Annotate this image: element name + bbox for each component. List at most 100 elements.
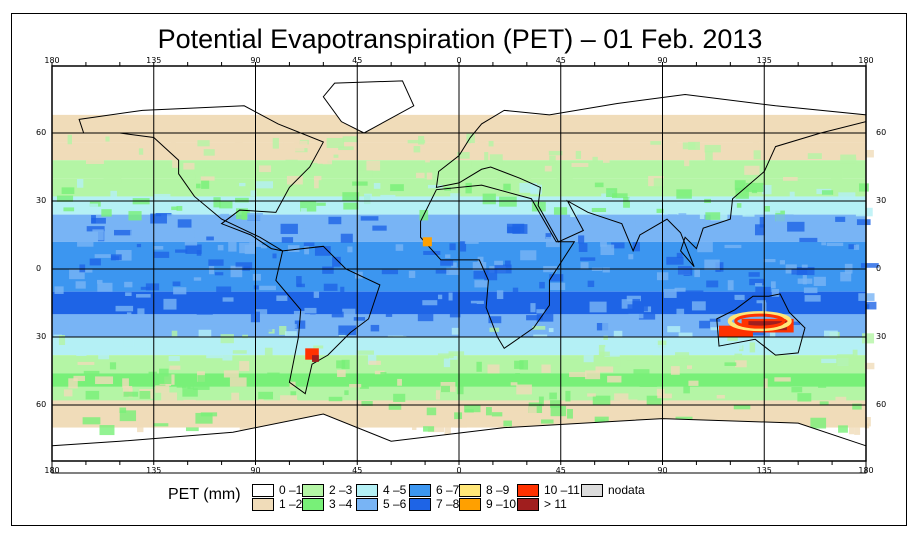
pet-cell <box>426 407 437 416</box>
pet-cell <box>362 297 372 305</box>
pet-cell <box>678 213 687 217</box>
pet-cell <box>801 378 809 386</box>
legend-label: 4 –5 <box>383 483 407 497</box>
pet-cell <box>258 398 264 408</box>
pet-cell <box>148 371 157 376</box>
pet-cell <box>496 166 504 173</box>
pet-cell <box>734 180 746 191</box>
pet-cell <box>147 298 152 308</box>
pet-cell <box>173 168 179 177</box>
pet-cell <box>161 392 178 402</box>
lat-label-left: 60 <box>36 400 47 409</box>
pet-cell <box>79 269 93 273</box>
pet-cell <box>818 383 827 388</box>
pet-cell <box>477 256 484 263</box>
lat-label-left: 0 <box>36 264 42 273</box>
pet-cell <box>97 282 113 292</box>
pet-cell <box>460 241 467 252</box>
pet-cell <box>260 245 267 249</box>
pet-cell <box>185 244 202 254</box>
pet-cell <box>370 206 386 214</box>
pet-cell <box>799 237 818 243</box>
pet-cell <box>128 148 136 154</box>
pet-cell <box>629 323 644 327</box>
pet-cell <box>297 404 310 414</box>
pet-cell <box>343 202 359 210</box>
pet-cell <box>646 216 660 220</box>
pet-cell <box>578 235 585 244</box>
lon-label-top: 135 <box>756 56 772 65</box>
pet-cell <box>356 350 374 355</box>
pet-cell <box>410 405 428 413</box>
pet-cell <box>177 219 192 228</box>
pet-cell <box>451 327 459 335</box>
pet-cell <box>137 308 145 315</box>
pet-cell <box>56 195 74 202</box>
pet-cell <box>646 395 662 405</box>
pet-cell <box>219 201 233 209</box>
pet-cell <box>332 256 341 267</box>
pet-cell <box>344 390 349 396</box>
pet-cell <box>440 259 454 266</box>
pet-cell <box>328 396 343 402</box>
pet-cell <box>674 287 686 292</box>
pet-cell <box>86 159 104 165</box>
pet-cell <box>704 144 721 153</box>
lon-label-top: 45 <box>555 56 566 65</box>
pet-cell <box>280 223 298 234</box>
pet-cell <box>810 417 827 429</box>
pet-cell <box>791 387 803 393</box>
pet-cell <box>464 234 479 244</box>
pet-cell <box>242 334 248 339</box>
coastline-south-america <box>275 245 381 395</box>
pet-cell <box>94 254 111 258</box>
pet-cell <box>440 385 450 393</box>
pet-cell <box>333 154 339 158</box>
legend-label: 3 –4 <box>329 497 353 511</box>
pet-cell <box>697 241 713 253</box>
lon-label-top: 180 <box>858 56 874 65</box>
pet-cell <box>299 140 308 145</box>
pet-cell <box>285 159 298 168</box>
pet-cell <box>744 165 760 175</box>
pet-cell <box>338 146 354 151</box>
pet-cell <box>848 244 856 250</box>
pet-cell <box>171 330 178 337</box>
legend-label: nodata <box>608 483 645 497</box>
pet-cell <box>727 340 743 350</box>
pet-cell <box>312 157 319 164</box>
pet-cell <box>464 409 474 413</box>
pet-cell <box>676 252 683 258</box>
pet-cell <box>337 369 346 378</box>
pet-cell <box>670 366 680 375</box>
pet-cell <box>276 295 288 301</box>
pet-cell <box>342 308 356 319</box>
pet-cell <box>484 152 489 163</box>
pet-cell <box>294 320 306 329</box>
legend-label: > 11 <box>544 497 567 511</box>
pet-cell <box>763 378 768 389</box>
lon-label-bottom: 90 <box>657 466 668 475</box>
pet-cell <box>86 226 105 232</box>
pet-cell <box>541 364 551 373</box>
pet-cell <box>239 361 250 372</box>
pet-cell <box>530 303 536 313</box>
pet-cell <box>395 244 404 251</box>
lon-label-top: 90 <box>657 56 668 65</box>
pet-cell <box>373 183 381 189</box>
pet-cell <box>61 187 75 195</box>
pet-cell <box>57 321 70 329</box>
pet-cell <box>214 272 224 276</box>
pet-cell <box>425 154 430 163</box>
pet-cell <box>519 182 537 193</box>
pet-cell <box>136 243 142 248</box>
pet-cell <box>153 251 170 258</box>
pet-cell <box>773 305 785 314</box>
pet-cell <box>206 353 223 359</box>
pet-cell <box>366 160 381 171</box>
pet-cell <box>175 249 188 253</box>
pet-cell <box>520 250 537 261</box>
pet-cell <box>103 175 122 184</box>
pet-cell <box>201 180 210 189</box>
pet-cell <box>172 159 179 168</box>
